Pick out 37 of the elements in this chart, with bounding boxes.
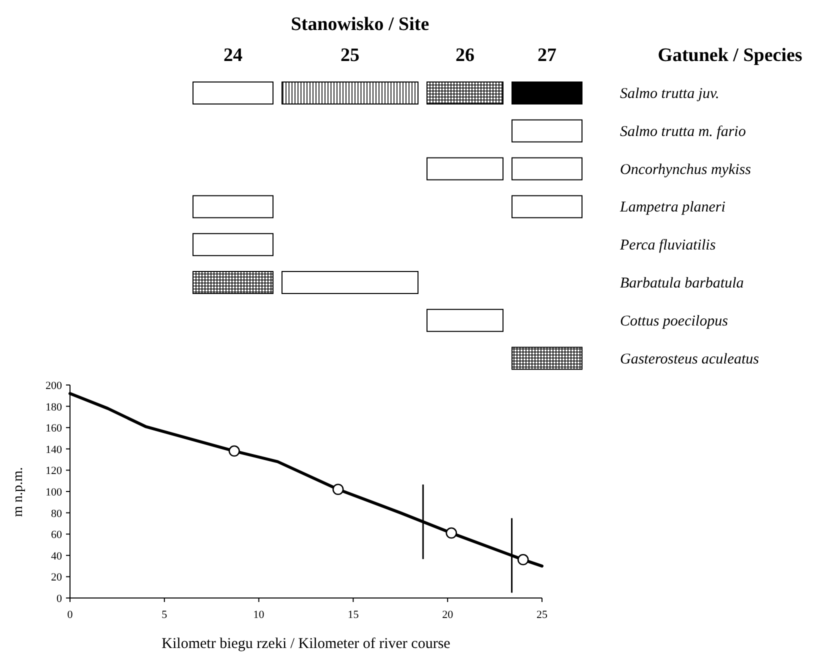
y-tick-label: 0 <box>56 593 62 605</box>
y-tick-label: 40 <box>51 550 62 562</box>
point <box>228 445 240 457</box>
category-label: Salmo trutta m. fario <box>620 124 746 140</box>
category-label: 27 <box>538 45 557 66</box>
y-tick-label: 160 <box>46 422 62 435</box>
category-label: Barbatula barbatula <box>620 276 744 292</box>
point <box>517 554 529 566</box>
y-tick-label: 120 <box>46 465 62 478</box>
category-label: Perca fluviatilis <box>620 238 716 254</box>
point <box>332 484 344 496</box>
category-label: Lampetra planeri <box>620 200 726 216</box>
x-tick-label: 25 <box>536 609 548 621</box>
text: Gatunek / Species <box>658 45 802 66</box>
category-label: Cottus poecilopus <box>620 313 728 330</box>
y-tick-label: 80 <box>51 508 62 520</box>
y-tick-label: 180 <box>46 401 62 414</box>
category-label: 25 <box>340 45 360 66</box>
x-tick-label: 15 <box>348 609 360 621</box>
x-axis-title: Kilometr biegu rzeki / Kilometer of river course <box>162 636 451 652</box>
y-tick-label: 200 <box>46 380 62 392</box>
x-tick-label: 20 <box>442 609 454 621</box>
category-label: Gasterosteus aculeatus <box>620 351 760 368</box>
x-tick-label: 0 <box>67 609 74 621</box>
category-label: 24 <box>224 45 243 66</box>
y-tick-label: 100 <box>46 486 62 498</box>
category-label: 26 <box>456 45 474 66</box>
category-label: Salmo trutta juv. <box>620 86 720 102</box>
y-tick-label: 140 <box>46 444 62 456</box>
x-tick-label: 5 <box>162 609 168 621</box>
category-label: Oncorhynchus mykiss <box>620 162 751 178</box>
y-tick-label: 60 <box>51 529 62 542</box>
point <box>446 527 458 539</box>
text: Stanowisko / Site <box>290 14 430 35</box>
y-axis-title: m n.p.m. <box>11 467 26 517</box>
x-tick-label: 10 <box>253 609 265 621</box>
y-tick-label: 20 <box>51 572 62 584</box>
